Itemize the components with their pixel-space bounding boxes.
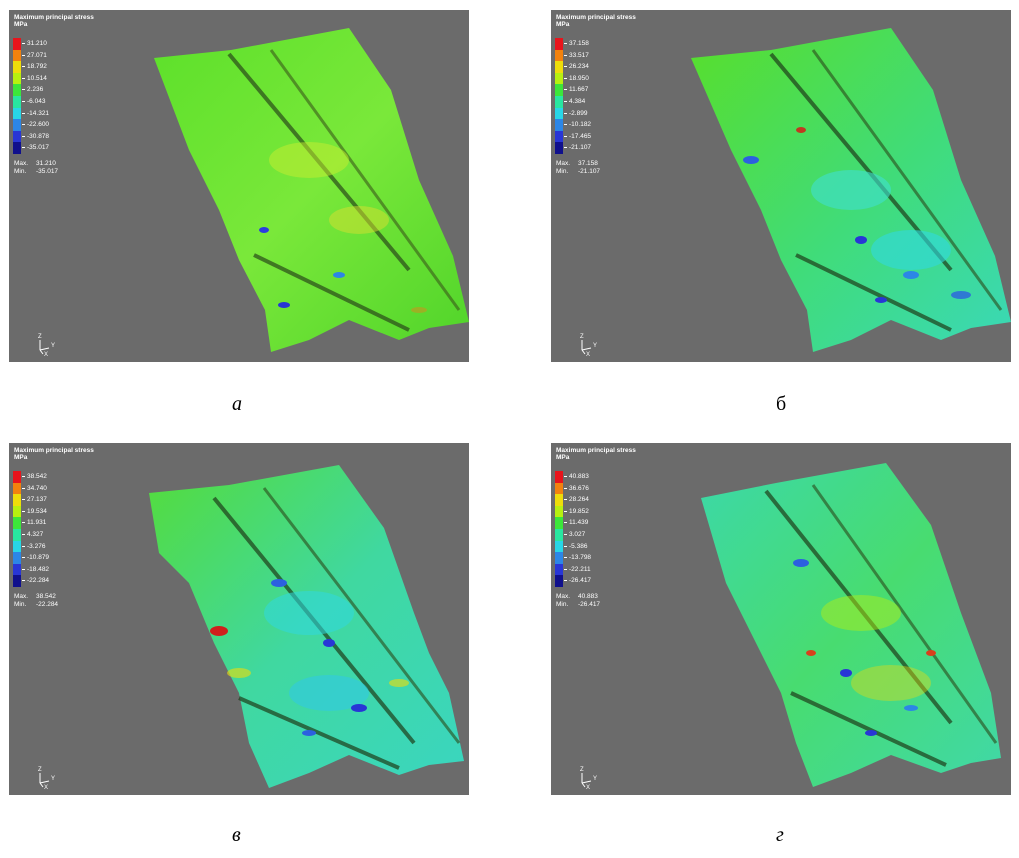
legend-value: -26.417 [569,577,592,585]
svg-text:X: X [44,785,48,789]
legend-value: 4.384 [569,97,586,105]
legend-value: -22.284 [27,577,50,585]
legend-value: -2.899 [569,109,588,117]
axis-triad-icon: Z Y X [38,767,55,789]
legend-value: -18.482 [27,565,50,573]
svg-text:Z: Z [38,334,42,340]
mesh-surface [149,465,464,788]
legend-value: 19.852 [569,507,589,515]
svg-text:X: X [44,352,48,356]
legend-value: 3.027 [569,530,586,538]
legend-value: -17.465 [569,132,592,140]
legend-value: 2.236 [27,86,44,94]
legend-title: Maximum principal stress MPa [556,14,636,28]
legend-value: 26.234 [569,63,589,71]
svg-text:Y: Y [593,776,597,782]
caption-b: б [776,393,787,415]
legend-value: 28.264 [569,496,589,504]
legend-value: 11.931 [27,519,47,527]
legend-value: -22.600 [27,121,50,129]
legend-value: 18.950 [569,74,589,82]
axis-triad-icon: Z Y X [580,767,597,789]
max-min-readout: Max. 38.542 Min. -22.284 [14,593,59,608]
legend-value: -5.386 [569,542,588,550]
legend-value: 33.517 [569,51,589,59]
legend-value: 38.542 [27,473,47,480]
legend-value: -10.879 [27,554,50,562]
max-min-readout: Max. 31.210 Min. -35.017 [14,160,59,175]
legend-value: -35.017 [27,144,50,152]
axis-triad-icon: Z Y X [38,334,55,356]
svg-text:Y: Y [51,776,55,782]
legend-value: 31.210 [27,40,47,47]
max-min-readout: Max. 37.158 Min. -21.107 [556,160,601,175]
svg-text:Y: Y [593,343,597,349]
mesh-surface [691,28,1011,352]
legend-value: 27.137 [27,496,47,504]
svg-text:X: X [586,352,590,356]
legend-value: 37.158 [569,40,589,47]
stress-panel-b: Maximum principal stress MPa 37.158 33.51… [551,10,1011,362]
legend-value: -14.321 [27,109,50,117]
caption-d: г [776,824,784,846]
stress-panel-c: Maximum principal stress MPa 38.542 34.74… [9,443,469,795]
legend-value: -21.107 [569,144,592,152]
svg-text:Z: Z [580,334,584,340]
svg-text:Y: Y [51,343,55,349]
legend-title: Maximum principal stress MPa [14,14,94,28]
mesh-surface [154,28,469,352]
stress-panel-d: Maximum principal stress MPa 40.883 36.67… [551,443,1011,795]
legend-value: 18.792 [27,63,47,71]
legend-title: Maximum principal stress MPa [556,447,636,461]
legend-title: Maximum principal stress MPa [14,447,94,461]
legend-value: -13.798 [569,554,592,562]
svg-text:X: X [586,785,590,789]
legend-value: 27.071 [27,51,47,59]
stress-panel-a: Maximum principal stress MPa 31.210 27.07… [9,10,469,362]
svg-text:Z: Z [38,767,42,773]
legend-value: 19.534 [27,507,47,515]
svg-text:Z: Z [580,767,584,773]
legend-value: 10.514 [27,74,47,82]
max-min-readout: Max. 40.883 Min. -26.417 [556,593,601,608]
caption-c: в [232,824,241,846]
axis-triad-icon: Z Y X [580,334,597,356]
legend-value: -6.043 [27,97,46,105]
mesh-surface [701,463,1001,787]
legend-value: 34.740 [27,484,47,492]
legend-value: -3.276 [27,542,46,550]
legend-value: -30.878 [27,132,50,140]
legend-value: 11.439 [569,519,589,527]
legend-value: -22.211 [569,565,591,573]
legend-value: 40.883 [569,473,589,480]
legend-value: 4.327 [27,530,44,538]
legend-value: 36.676 [569,484,589,492]
legend-value: 11.667 [569,86,589,94]
legend-value: -10.182 [569,121,592,129]
caption-a: а [232,393,242,415]
